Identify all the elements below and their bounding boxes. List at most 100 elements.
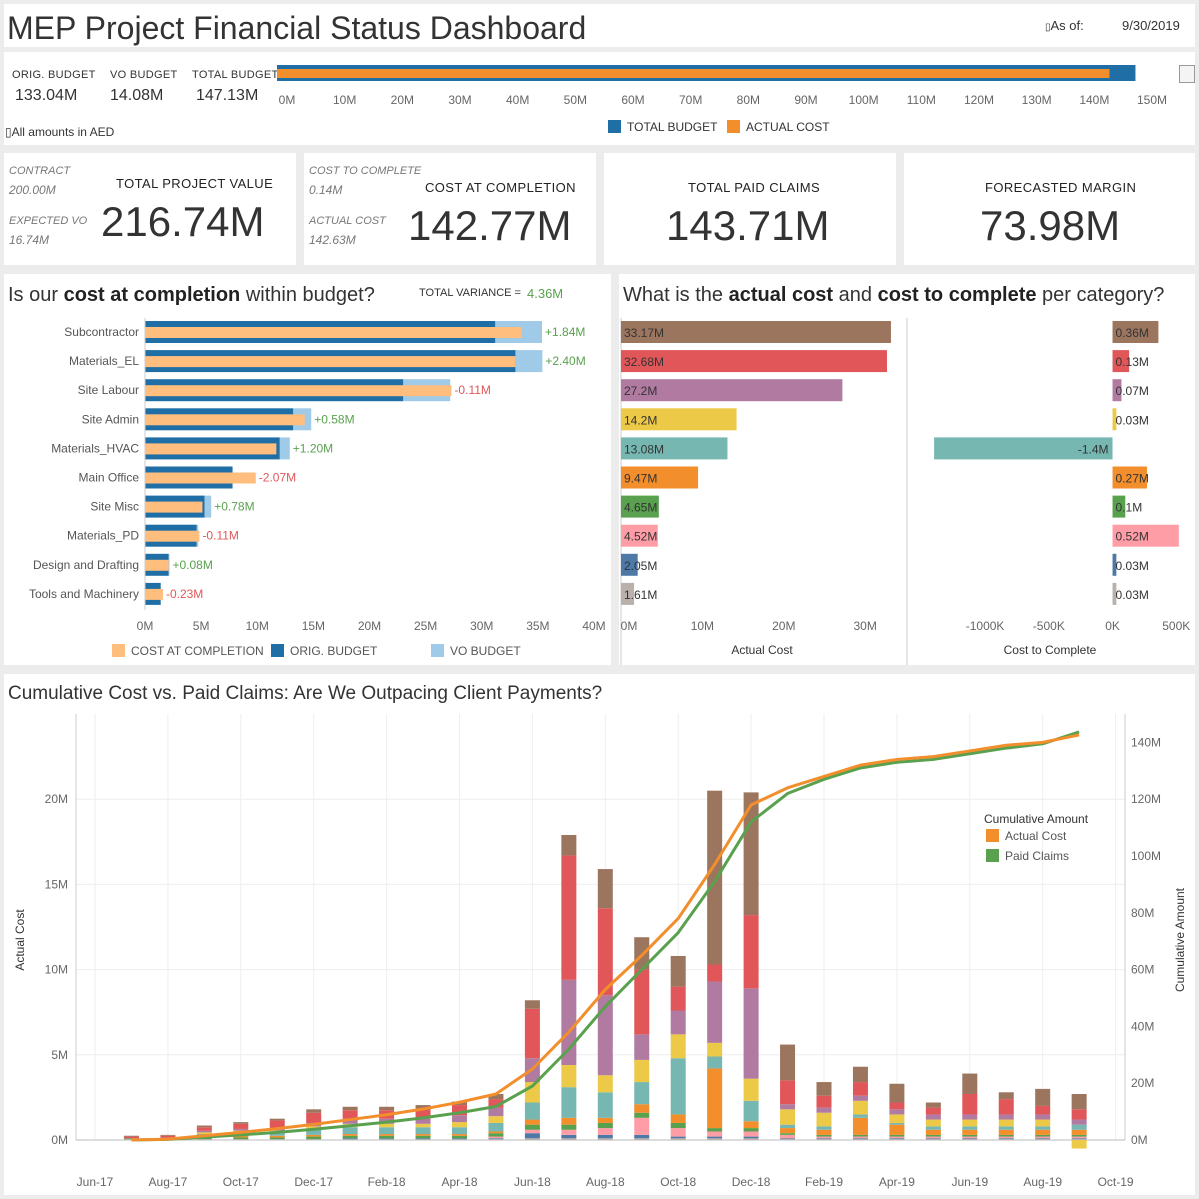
expected-vo-value: 16.74M bbox=[9, 233, 50, 247]
stack-segment-tools-and-machinery bbox=[707, 1138, 723, 1140]
stack-segment-materials-hvac bbox=[415, 1127, 431, 1135]
x-tick-label: 40M bbox=[582, 619, 605, 633]
x-tick-label: 0K bbox=[1105, 619, 1120, 633]
calendar-icon: ▯ bbox=[1045, 22, 1051, 33]
stack-segment-subcontractor bbox=[1071, 1093, 1087, 1110]
legend-swatch-actual-cost bbox=[986, 829, 999, 842]
bar-cost-at-completion bbox=[145, 385, 452, 397]
stack-segment-subcontractor bbox=[743, 792, 759, 916]
header-panel: MEP Project Financial Status Dashboard ▯… bbox=[4, 4, 1195, 47]
stack-segment-main-office bbox=[342, 1134, 358, 1136]
x-tick-label: Apr-19 bbox=[879, 1175, 915, 1189]
stack-segment-site-misc bbox=[889, 1134, 905, 1137]
x-tick-label: Dec-17 bbox=[294, 1175, 333, 1189]
stack-segment-site-misc bbox=[1035, 1134, 1051, 1137]
x-tick-label: 110M bbox=[907, 93, 936, 107]
stack-segment-tools-and-machinery bbox=[852, 1139, 868, 1140]
stack-segment-tools-and-machinery bbox=[670, 1138, 686, 1140]
budget-legend-total: TOTAL BUDGET bbox=[608, 120, 717, 134]
x-tick-label: 20M bbox=[772, 619, 795, 633]
variance-label: +2.40M bbox=[545, 354, 585, 368]
category-panel: What is the actual cost and cost to comp… bbox=[619, 274, 1195, 665]
x-tick-label: 70M bbox=[679, 93, 702, 107]
bar-cost-at-completion bbox=[145, 356, 516, 368]
x-tick-label: 30M bbox=[470, 619, 493, 633]
stack-segment-site-admin bbox=[1071, 1140, 1087, 1149]
stack-segment-subcontractor bbox=[306, 1109, 322, 1113]
category-label: Design and Drafting bbox=[33, 558, 139, 572]
stack-segment-site-admin bbox=[962, 1119, 978, 1127]
total-project-value: 216.74M bbox=[101, 198, 265, 245]
stack-segment-site-misc bbox=[233, 1137, 249, 1140]
legend-swatch-total-budget bbox=[608, 120, 621, 133]
stack-segment-tools-and-machinery bbox=[1071, 1139, 1087, 1140]
stack-segment-main-office bbox=[561, 1117, 577, 1125]
legend-swatch-orig-budget bbox=[271, 644, 284, 657]
expected-vo-label: EXPECTED VO bbox=[9, 215, 88, 227]
bar-cost-at-completion bbox=[145, 472, 256, 484]
stack-segment-materials-pd bbox=[780, 1134, 796, 1139]
stack-segment-design-and-drafting bbox=[524, 1133, 540, 1139]
stack-segment-materials-hvac bbox=[998, 1126, 1014, 1130]
stack-segment-materials-pd bbox=[1035, 1136, 1051, 1139]
stack-segment-materials-hvac bbox=[342, 1127, 358, 1135]
actual-cost-bar bbox=[621, 321, 891, 343]
actual-cost-bar bbox=[621, 524, 658, 547]
legend-label: COST AT COMPLETION bbox=[131, 644, 264, 658]
total-paid-claims-value: 143.71M bbox=[666, 202, 830, 249]
stack-segment-materials-pd bbox=[670, 1128, 686, 1137]
variance-chart: Subcontractor +1.84M Materials_EL +2.40M Sit… bbox=[29, 318, 606, 658]
stack-segment-site-labour bbox=[962, 1114, 978, 1120]
stack-segment-subcontractor bbox=[816, 1082, 832, 1096]
stack-segment-main-office bbox=[925, 1129, 941, 1135]
stack-segment-subcontractor bbox=[852, 1066, 868, 1083]
bar-vo-budget bbox=[515, 350, 543, 373]
x-tick-label: 35M bbox=[526, 619, 549, 633]
cost-at-completion-value: 142.77M bbox=[408, 202, 572, 249]
y2-tick-label: 60M bbox=[1131, 963, 1154, 977]
stack-segment-main-office bbox=[269, 1135, 285, 1138]
total-budget-label: TOTAL BUDGET bbox=[192, 69, 279, 81]
actual-cost-value: 142.63M bbox=[309, 233, 356, 247]
stack-segment-materials-hvac bbox=[925, 1126, 941, 1130]
x-tick-label: 30M bbox=[448, 93, 471, 107]
x-tick-label: 150M bbox=[1137, 93, 1167, 107]
cost-to-complete-bar bbox=[1112, 553, 1117, 576]
stack-segment-materials-el bbox=[452, 1105, 467, 1116]
stack-segment-materials-pd bbox=[743, 1131, 759, 1137]
actual-cost-label: 2.05M bbox=[624, 559, 657, 573]
y-tick-label: 10M bbox=[45, 963, 68, 977]
x-tick-label: Feb-18 bbox=[368, 1175, 406, 1189]
stack-segment-design-and-drafting bbox=[962, 1138, 978, 1140]
cost-to-complete-label: 0.36M bbox=[1116, 326, 1149, 340]
x-tick-label: 30M bbox=[853, 619, 876, 633]
stack-segment-site-labour bbox=[889, 1109, 905, 1115]
stack-segment-site-misc bbox=[524, 1124, 540, 1130]
stack-segment-materials-hvac bbox=[816, 1126, 832, 1130]
timeline-chart: 0M 5M 10M 15M 20M 0M 20M 40M 60M 80M 100M 120M 140M J… bbox=[13, 714, 1187, 1189]
stack-segment-materials-pd bbox=[1071, 1136, 1087, 1139]
stack-segment-site-labour bbox=[707, 981, 723, 1043]
scroll-toggle-button[interactable] bbox=[1179, 65, 1195, 83]
variance-label: +1.20M bbox=[293, 441, 333, 455]
y-tick-label: 20M bbox=[45, 792, 68, 806]
stack-segment-site-admin bbox=[670, 1034, 686, 1059]
variance-label: -2.07M bbox=[259, 471, 296, 485]
cost-to-complete-bar bbox=[1112, 524, 1179, 547]
stack-segment-materials-el bbox=[488, 1099, 504, 1108]
actual-cost-label: 9.47M bbox=[624, 472, 657, 486]
actual-cost-label: 13.08M bbox=[624, 442, 664, 456]
stack-segment-subcontractor bbox=[889, 1083, 905, 1103]
stack-segment-subcontractor bbox=[269, 1118, 285, 1121]
stack-segment-site-admin bbox=[925, 1119, 941, 1127]
bar-cost-at-completion bbox=[145, 414, 305, 426]
x-tick-label: Jun-18 bbox=[514, 1175, 551, 1189]
actual-cost-label: 4.65M bbox=[624, 501, 657, 515]
cost-at-completion-title: COST AT COMPLETION bbox=[425, 180, 576, 195]
x-tick-label: 0M bbox=[621, 619, 638, 633]
stack-segment-materials-el bbox=[306, 1112, 322, 1123]
x-tick-label: 140M bbox=[1079, 93, 1109, 107]
actual-cost-bar bbox=[621, 350, 887, 373]
stack-segment-subcontractor bbox=[379, 1106, 395, 1111]
stack-segment-materials-el bbox=[1035, 1105, 1051, 1115]
